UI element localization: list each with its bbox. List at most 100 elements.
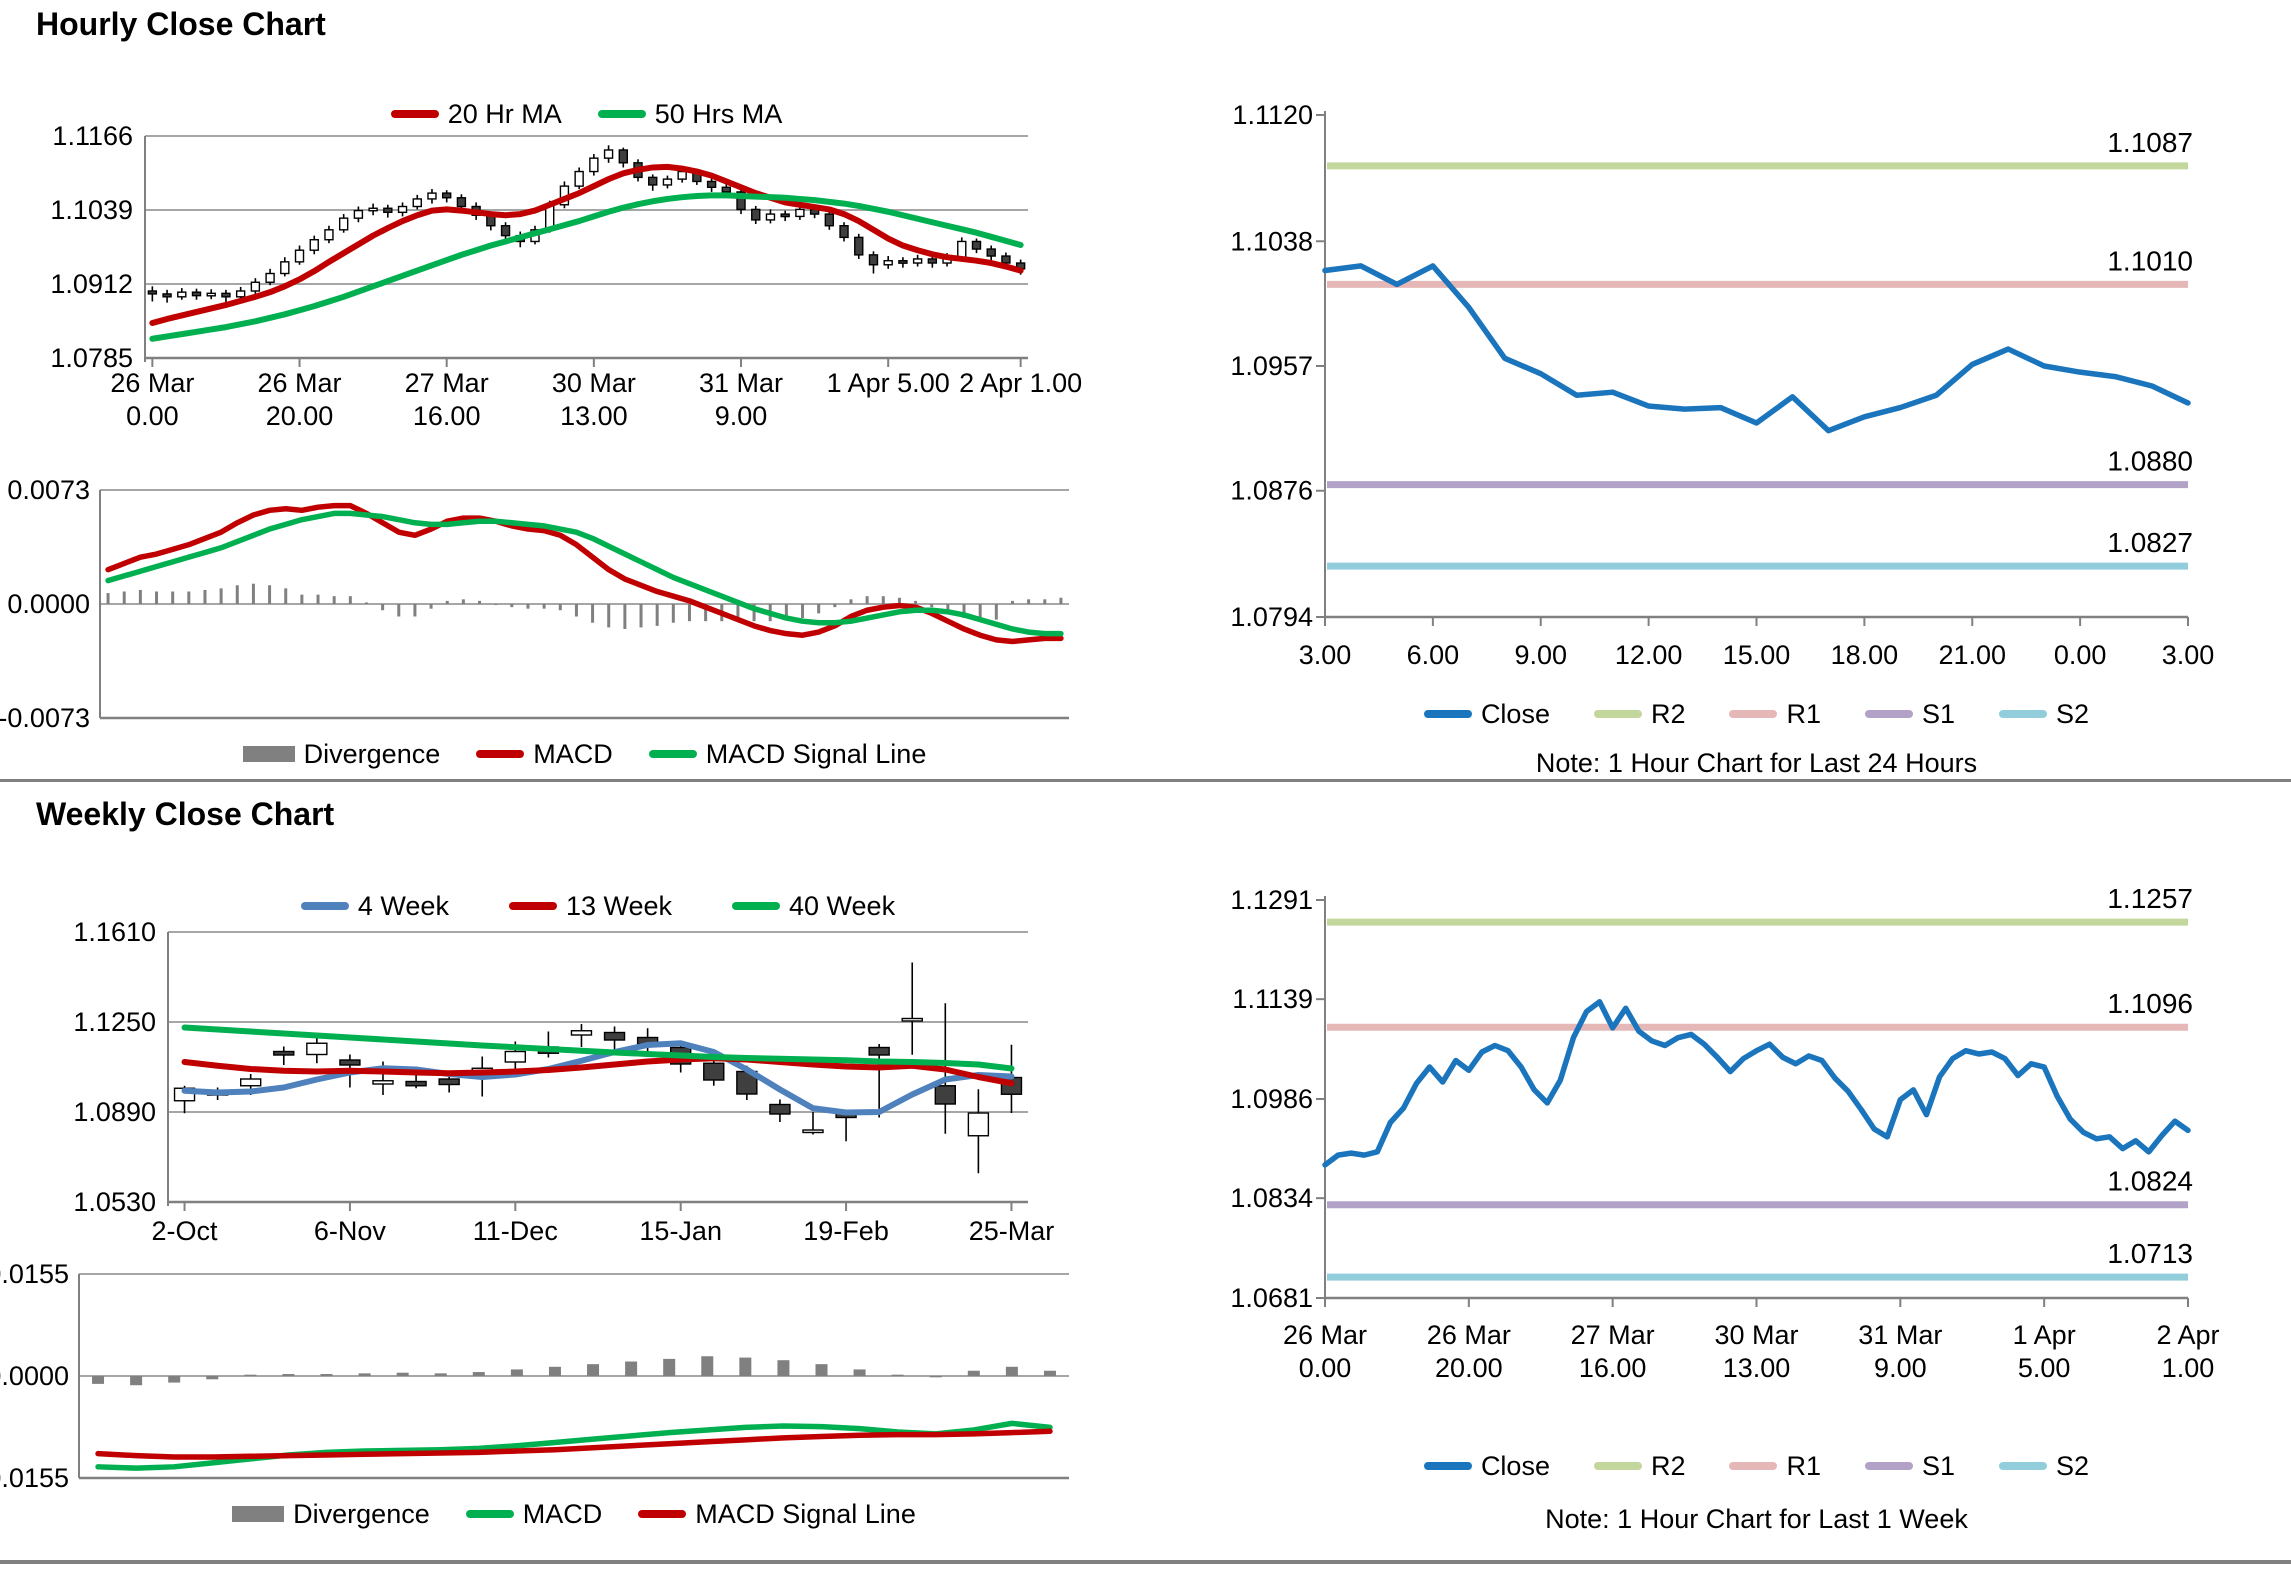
legend-item-40-week: 40 Week: [732, 891, 895, 922]
svg-text:5.00: 5.00: [2018, 1353, 2071, 1383]
legend-swatch: [1999, 710, 2048, 718]
svg-text:16.00: 16.00: [413, 401, 481, 431]
svg-text:1.1096: 1.1096: [2107, 988, 2193, 1019]
legend-item-s1: S1: [1865, 699, 1955, 730]
svg-text:19-Feb: 19-Feb: [803, 1216, 889, 1246]
weekly-pivot-note: Note: 1 Hour Chart for Last 1 Week: [1545, 1504, 1968, 1534]
svg-text:6.00: 6.00: [1407, 640, 1460, 670]
hourly-pivot-legend: Close R2 R1 S1 S2: [1325, 696, 2188, 732]
hourly-price-legend: 20 Hr MA 50 Hrs MA: [145, 96, 1028, 132]
svg-text:2 Apr 1.00: 2 Apr 1.00: [959, 368, 1082, 398]
svg-text:3.00: 3.00: [2162, 640, 2215, 670]
legend-swatch: [1999, 1462, 2048, 1470]
legend-label: R2: [1650, 698, 1686, 729]
svg-text:1.0986: 1.0986: [1230, 1084, 1313, 1114]
legend-swatch: [390, 110, 439, 118]
svg-text:30 Mar: 30 Mar: [1714, 1320, 1798, 1350]
svg-text:1 Apr: 1 Apr: [2013, 1320, 2076, 1350]
legend-swatch: [638, 1510, 687, 1518]
svg-text:0.0000: 0.0000: [0, 1361, 69, 1391]
legend-label: Divergence: [293, 1498, 430, 1529]
svg-text:1.0827: 1.0827: [2107, 527, 2193, 558]
legend-label: 50 Hrs MA: [654, 98, 783, 129]
svg-text:1.0713: 1.0713: [2107, 1238, 2193, 1269]
legend-item-divergence: Divergence: [242, 738, 441, 770]
legend-item-macd-signal-line: MACD Signal Line: [638, 1499, 916, 1530]
svg-text:1.1291: 1.1291: [1230, 885, 1313, 915]
legend-item-s1: S1: [1865, 1451, 1955, 1482]
svg-text:-0.0155: -0.0155: [0, 1463, 69, 1493]
legend-swatch: [732, 902, 781, 910]
svg-text:1.0912: 1.0912: [50, 269, 133, 299]
svg-text:11-Dec: 11-Dec: [473, 1216, 558, 1246]
legend-label: MACD: [522, 1498, 603, 1529]
legend-label: Close: [1480, 1450, 1550, 1481]
legend-label: MACD: [533, 738, 613, 769]
svg-text:0.00: 0.00: [126, 401, 179, 431]
legend-swatch: [597, 110, 646, 118]
legend-item-r2: R2: [1593, 698, 1686, 730]
legend-item-s2: S2: [1999, 1451, 2089, 1482]
legend-label: S2: [2056, 698, 2090, 729]
legend-label: S1: [1922, 698, 1956, 729]
legend-label: R2: [1650, 1450, 1686, 1481]
legend-swatch: [1729, 1462, 1778, 1470]
legend-label: Divergence: [303, 738, 441, 769]
legend-swatch: [1729, 710, 1778, 718]
legend-item-20-hr-ma: 20 Hr MA: [390, 99, 562, 130]
legend-swatch: [1593, 710, 1642, 718]
svg-text:30 Mar: 30 Mar: [552, 368, 636, 398]
legend-item-50-hrs-ma: 50 Hrs MA: [597, 98, 783, 130]
legend-swatch: [1423, 1462, 1472, 1470]
svg-text:1.1250: 1.1250: [73, 1007, 156, 1037]
legend-swatch: [465, 1510, 514, 1518]
legend-item-close: Close: [1423, 1450, 1550, 1482]
bottom-divider: [0, 1560, 2291, 1564]
svg-text:1.0785: 1.0785: [50, 343, 133, 373]
svg-text:1.1038: 1.1038: [1230, 226, 1313, 256]
legend-label: S2: [2056, 1450, 2090, 1481]
legend-label: R1: [1786, 1450, 1821, 1481]
svg-text:1.0890: 1.0890: [73, 1097, 156, 1127]
legend-item-r1: R1: [1729, 699, 1821, 730]
svg-text:9.00: 9.00: [1514, 640, 1567, 670]
svg-text:16.00: 16.00: [1579, 1353, 1647, 1383]
legend-swatch: [476, 750, 525, 758]
svg-text:1.0681: 1.0681: [1230, 1283, 1313, 1313]
legend-swatch: [300, 902, 349, 910]
svg-text:1 Apr 5.00: 1 Apr 5.00: [827, 368, 950, 398]
svg-text:1.1087: 1.1087: [2107, 127, 2193, 158]
legend-item-4-week: 4 Week: [300, 891, 449, 922]
legend-swatch: [242, 746, 295, 762]
legend-swatch: [1865, 1462, 1913, 1470]
svg-text:2-Oct: 2-Oct: [152, 1216, 219, 1246]
svg-text:1.0957: 1.0957: [1230, 351, 1313, 381]
legend-swatch: [508, 902, 557, 910]
svg-text:15.00: 15.00: [1723, 640, 1791, 670]
svg-text:9.00: 9.00: [1874, 1353, 1927, 1383]
svg-text:0.0000: 0.0000: [7, 589, 90, 619]
hourly-pivot-note: Note: 1 Hour Chart for Last 24 Hours: [1535, 748, 1978, 778]
svg-text:9.00: 9.00: [715, 401, 768, 431]
svg-text:6-Nov: 6-Nov: [314, 1216, 387, 1246]
legend-label: MACD Signal Line: [695, 1498, 916, 1529]
svg-text:25-Mar: 25-Mar: [969, 1216, 1055, 1246]
svg-text:31 Mar: 31 Mar: [1858, 1320, 1942, 1350]
legend-swatch: [1593, 1462, 1642, 1470]
svg-text:1.1120: 1.1120: [1232, 100, 1313, 130]
svg-text:27 Mar: 27 Mar: [405, 368, 489, 398]
legend-swatch: [232, 1506, 285, 1522]
svg-text:1.0876: 1.0876: [1230, 476, 1313, 506]
legend-item-13-week: 13 Week: [508, 891, 672, 922]
svg-text:31 Mar: 31 Mar: [699, 368, 783, 398]
svg-text:1.1610: 1.1610: [73, 917, 156, 947]
svg-text:26 Mar: 26 Mar: [258, 368, 342, 398]
svg-text:21.00: 21.00: [1938, 640, 2006, 670]
svg-text:0.00: 0.00: [2054, 640, 2107, 670]
svg-text:1.0794: 1.0794: [1230, 602, 1313, 632]
svg-text:1.0880: 1.0880: [2107, 446, 2193, 477]
svg-text:1.00: 1.00: [2162, 1353, 2215, 1383]
svg-text:12.00: 12.00: [1615, 640, 1683, 670]
legend-swatch: [648, 750, 697, 758]
svg-text:26 Mar: 26 Mar: [1427, 1320, 1511, 1350]
